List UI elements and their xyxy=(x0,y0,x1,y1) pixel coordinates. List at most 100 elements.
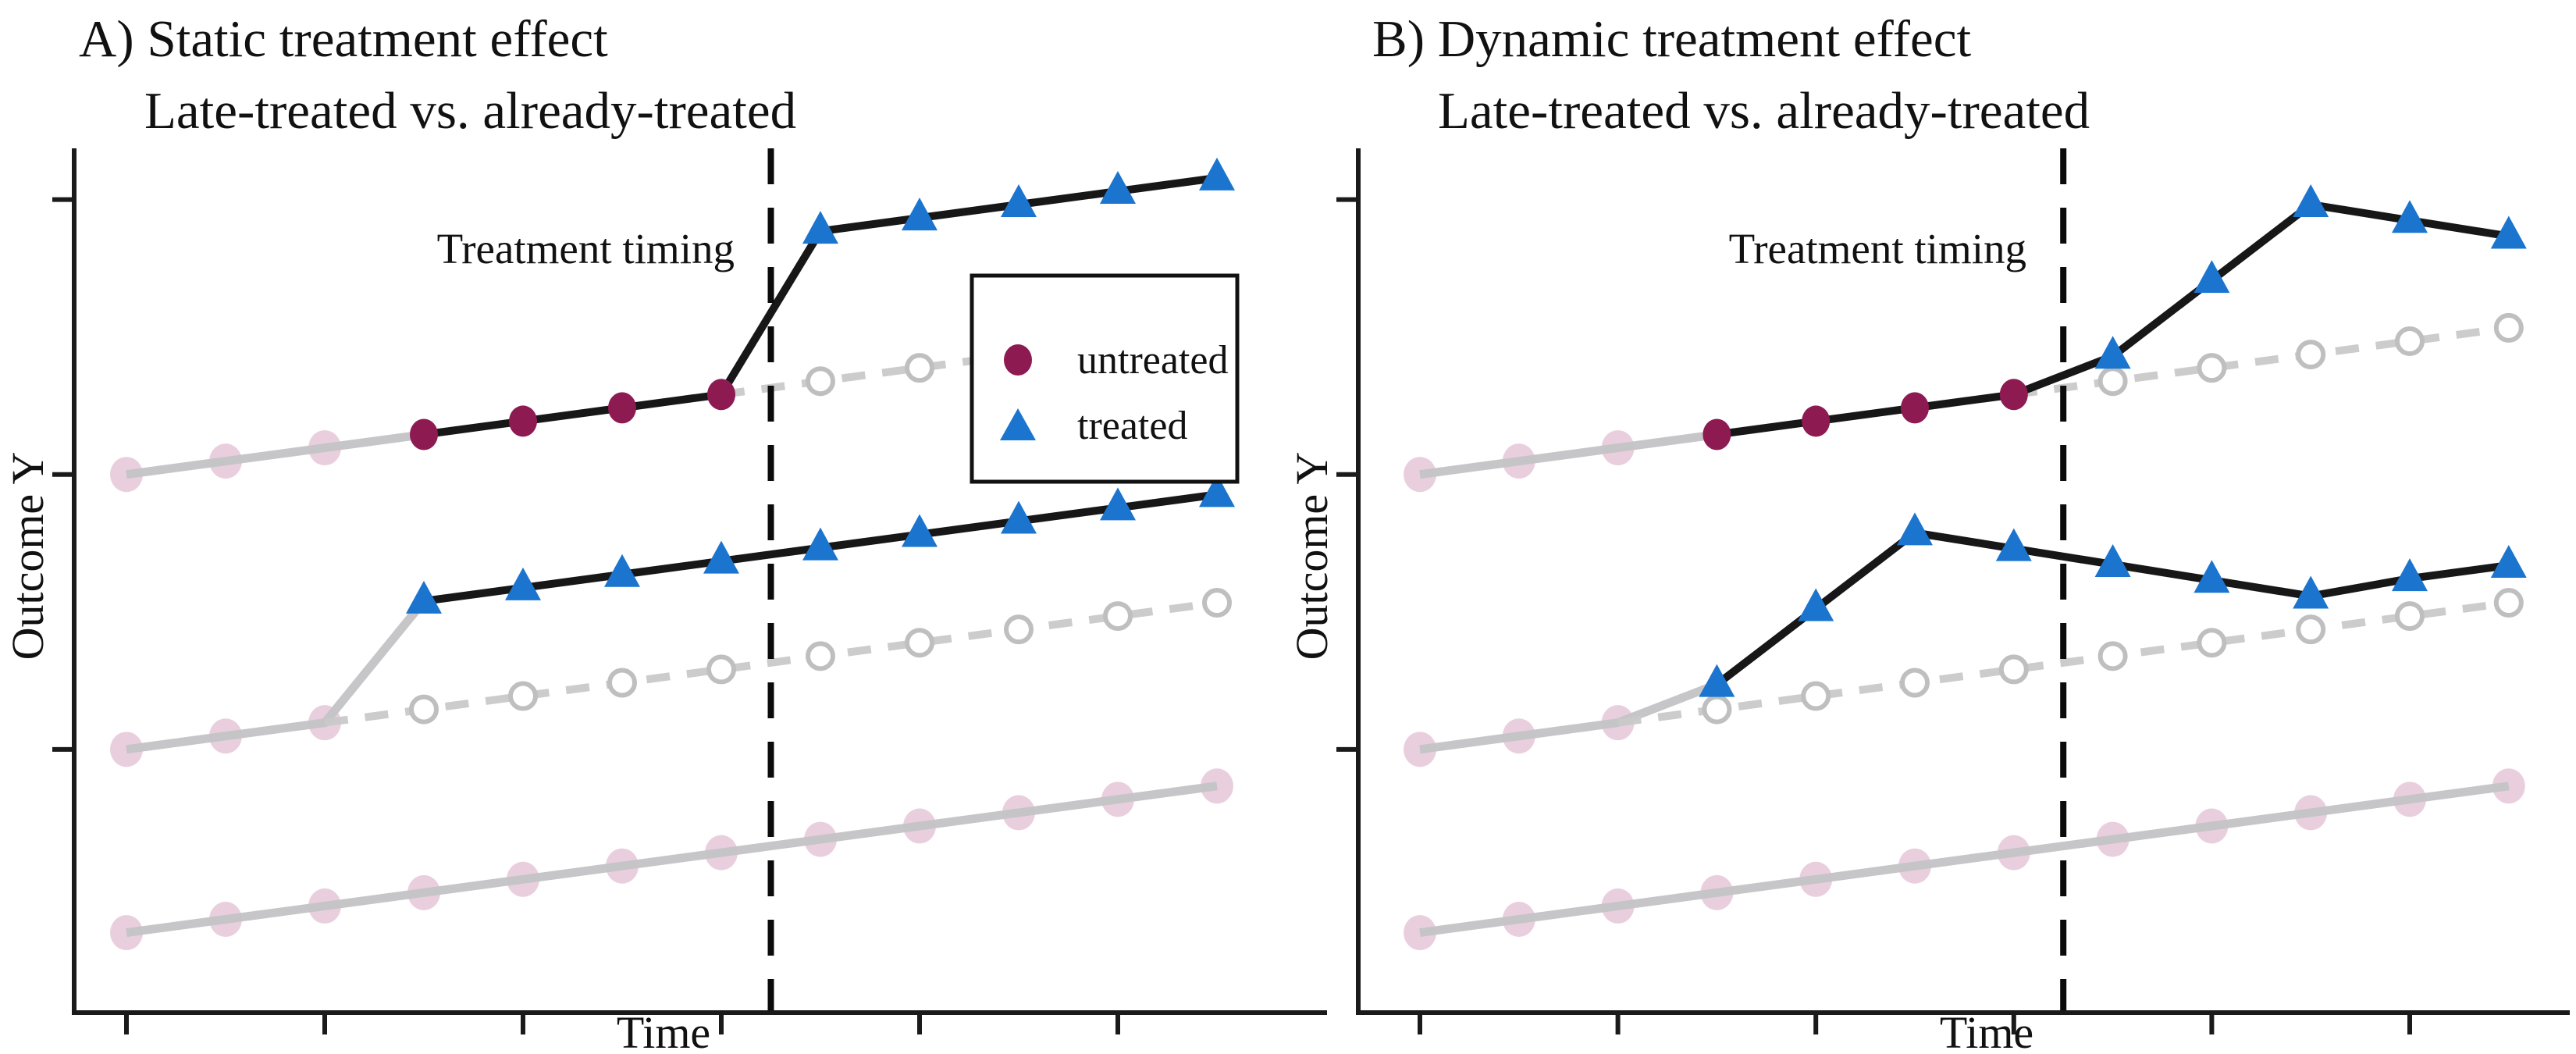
already-treated-counterfactual-marker-t11 xyxy=(1103,601,1133,632)
already-treated-counterfactual-marker-t6 xyxy=(607,668,637,698)
late-treated-counterfactual-line xyxy=(2013,323,2510,399)
already-treated-counterfactual-marker-t4 xyxy=(1702,694,1732,725)
plotB-greyLines xyxy=(1419,323,2510,938)
late-treated-untreated-marker-t4 xyxy=(410,418,438,450)
late-treated-counterfactual-marker-t11 xyxy=(2395,326,2425,356)
already-treated-treated-marker-t7 xyxy=(1995,528,2032,561)
panel-b-y-axis-label: Outcome Y xyxy=(1286,452,1337,661)
late-treated-treated-marker-t12 xyxy=(2490,215,2527,249)
plotB-solidMarkers xyxy=(1699,184,2527,697)
panel-b: B) Dynamic treatment effect Late-treated… xyxy=(1286,10,2570,1054)
already-treated-counterfactual-marker-t6 xyxy=(1900,668,1930,698)
panel-a-title: A) Static treatment effect xyxy=(79,10,608,68)
already-treated-treated-marker-t6 xyxy=(1897,512,1933,546)
late-treated-treated-marker-t8 xyxy=(802,211,838,244)
already-treated-counterfactual-marker-t5 xyxy=(1801,681,1831,711)
legend: untreated treated xyxy=(970,273,1240,484)
already-treated-treated-marker-t11 xyxy=(1100,487,1136,521)
plotA-fadedMarkers xyxy=(110,430,1233,951)
never-treated-line xyxy=(126,782,1218,938)
plotB-fadedMarkers xyxy=(1404,430,2525,951)
plotA-axes xyxy=(52,148,1327,1034)
plotB-blackLines xyxy=(1714,200,2510,688)
already-treated-counterfactual-marker-t4 xyxy=(409,694,439,725)
late-treated-counterfactual-marker-t8 xyxy=(806,366,835,397)
already-treated-treated-marker-t5 xyxy=(505,567,541,600)
late-treated-counterfactual-marker-t9 xyxy=(905,353,934,383)
already-treated-counterfactual-marker-t7 xyxy=(706,654,736,685)
already-treated-treated-marker-t12 xyxy=(2490,545,2527,579)
already-treated-pre-line xyxy=(1419,680,1719,754)
late-treated-treated-marker-t9 xyxy=(902,198,938,231)
already-treated-counterfactual-marker-t5 xyxy=(508,681,538,711)
late-treated-untreated-marker-t5 xyxy=(509,405,537,437)
late-treated-treated-marker-t11 xyxy=(1100,170,1136,204)
already-treated-treated-marker-t10 xyxy=(1001,500,1037,534)
late-treated-untreated-marker-t6 xyxy=(608,392,636,424)
already-treated-treated-marker-t8 xyxy=(2094,543,2131,577)
panel-b-plot xyxy=(1336,148,2570,1034)
late-treated-treated-marker-t10 xyxy=(1001,184,1037,218)
already-treated-counterfactual-marker-t12 xyxy=(2493,588,2524,618)
legend-treated-label: treated xyxy=(1077,404,1187,448)
already-treated-treated-marker-t5 xyxy=(1798,588,1834,621)
late-treated-treated-marker-t9 xyxy=(2194,260,2230,294)
panel-a-x-axis-label: Time xyxy=(617,1007,710,1054)
late-treated-untreated-marker-t7 xyxy=(707,379,735,411)
panel-b-treatment-timing-label: Treatment timing xyxy=(1729,225,2026,272)
panel-a-treatment-timing-label: Treatment timing xyxy=(437,225,735,272)
already-treated-counterfactual-marker-t11 xyxy=(2395,601,2425,632)
plotB-axes xyxy=(1336,148,2570,1034)
late-treated-untreated-marker-t4 xyxy=(1703,418,1731,450)
already-treated-counterfactual-marker-t9 xyxy=(2197,628,2227,658)
panel-a: A) Static treatment effect Late-treated … xyxy=(2,10,1327,1054)
already-treated-treated-marker-t7 xyxy=(703,540,739,574)
already-treated-counterfactual-marker-t7 xyxy=(1998,654,2029,685)
late-treated-counterfactual-marker-t9 xyxy=(2197,353,2227,383)
panel-a-plot xyxy=(52,148,1327,1034)
already-treated-treated-marker-t9 xyxy=(902,514,938,547)
already-treated-counterfactual-marker-t8 xyxy=(2097,641,2128,671)
already-treated-treated-marker-t11 xyxy=(2392,558,2428,592)
late-treated-treated-marker-t8 xyxy=(2094,336,2131,369)
panel-a-subtitle: Late-treated vs. already-treated xyxy=(144,82,796,140)
already-treated-counterfactual-marker-t10 xyxy=(2296,614,2326,645)
late-treated-untreated-marker-t5 xyxy=(1802,405,1831,437)
already-treated-treated-marker-t6 xyxy=(604,554,640,587)
late-treated-counterfactual-marker-t10 xyxy=(2296,340,2326,370)
late-treated-counterfactual-marker-t8 xyxy=(2097,366,2128,397)
late-treated-untreated-line xyxy=(423,390,722,439)
legend-untreated-label: untreated xyxy=(1077,338,1228,383)
late-treated-pre-line xyxy=(1419,430,1718,479)
already-treated-counterfactual-marker-t12 xyxy=(1202,588,1232,618)
never-treated-line xyxy=(1419,782,2510,938)
late-treated-pre-line xyxy=(126,430,425,479)
panel-b-subtitle: Late-treated vs. already-treated xyxy=(1438,82,2090,140)
late-treated-untreated-marker-t7 xyxy=(1999,379,2028,411)
plotB-openMarkers xyxy=(1702,312,2524,725)
already-treated-treated-marker-t4 xyxy=(1699,664,1735,697)
panel-a-y-axis-label: Outcome Y xyxy=(2,452,53,661)
already-treated-treated-marker-t9 xyxy=(2194,560,2230,593)
already-treated-treated-marker-t8 xyxy=(802,527,838,561)
already-treated-counterfactual-line xyxy=(324,599,1218,727)
panel-b-x-axis-label: Time xyxy=(1940,1007,2033,1054)
legend-treated-triangle-icon xyxy=(1000,408,1036,440)
already-treated-counterfactual-marker-t9 xyxy=(905,628,934,658)
late-treated-untreated-line xyxy=(1716,390,2015,439)
late-treated-treated-marker-t10 xyxy=(2293,184,2329,218)
already-treated-counterfactual-marker-t10 xyxy=(1004,614,1034,645)
late-treated-treated-marker-t12 xyxy=(1199,157,1235,191)
legend-untreated-circle-icon xyxy=(1004,344,1032,376)
panel-b-title: B) Dynamic treatment effect xyxy=(1372,10,1971,68)
plotA-solidMarkers xyxy=(406,157,1235,614)
late-treated-treated-line xyxy=(717,173,1218,397)
already-treated-treated-marker-t4 xyxy=(406,580,442,614)
late-treated-untreated-marker-t6 xyxy=(1901,392,1929,424)
late-treated-counterfactual-marker-t12 xyxy=(2493,312,2524,343)
late-treated-treated-line xyxy=(2012,200,2510,398)
already-treated-treated-marker-t12 xyxy=(1199,474,1235,507)
already-treated-counterfactual-marker-t8 xyxy=(806,641,835,671)
